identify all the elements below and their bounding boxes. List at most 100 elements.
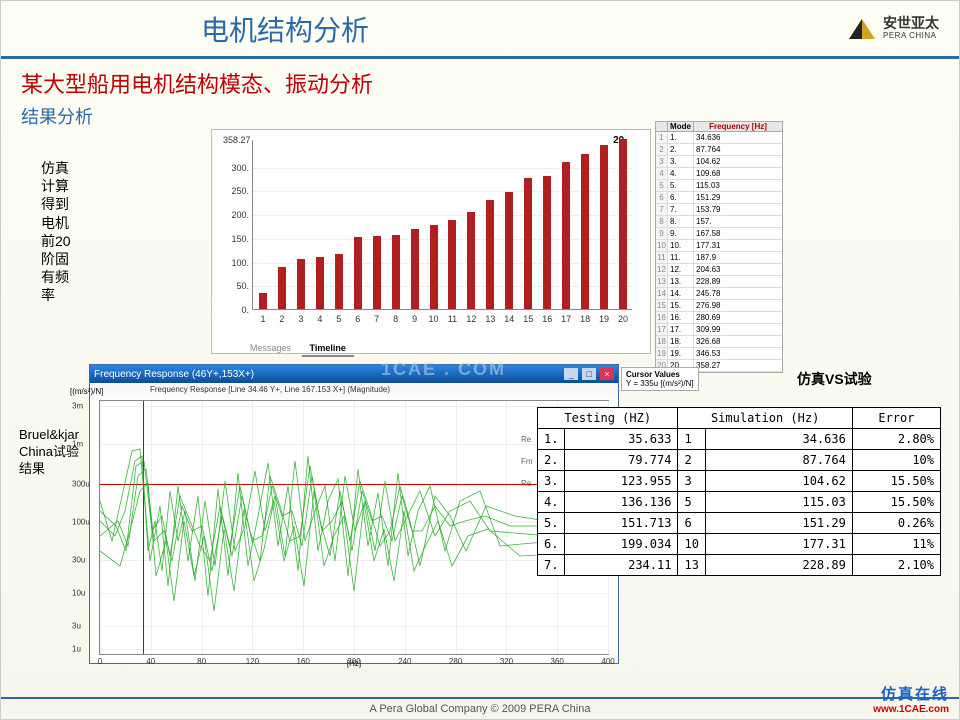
xtick: 16	[542, 314, 552, 324]
vs-label: 仿真VS试验	[797, 369, 872, 389]
ytick: 0.	[223, 305, 249, 315]
freq-xtick: 40	[146, 657, 155, 666]
table-row: 1.35.633134.6362.80%	[538, 429, 941, 450]
comparison-table: Testing (HZ) Simulation (Hz) Error 1.35.…	[537, 407, 941, 576]
xtick: 20	[618, 314, 628, 324]
subtitle: 某大型船用电机结构模态、振动分析	[1, 59, 959, 99]
table-row: 88.157.	[656, 216, 782, 228]
pera-logo-icon	[847, 17, 877, 41]
side-labels: ReFmRe	[521, 429, 533, 495]
bar	[486, 200, 494, 309]
freq-ytick: 10u	[72, 589, 85, 598]
logo: 安世亚太 PERA CHINA	[847, 16, 939, 40]
xtick: 1	[260, 314, 265, 324]
th-simulation: Simulation (Hz)	[678, 408, 852, 429]
minimize-icon[interactable]: _	[564, 368, 578, 380]
ytick: 50.	[223, 281, 249, 291]
bar	[505, 192, 513, 309]
table-row: 1212.204.63	[656, 264, 782, 276]
freq-ytick: 100u	[72, 518, 90, 527]
freq-ytick: 3u	[72, 622, 81, 631]
footer: A Pera Global Company © 2009 PERA China …	[1, 697, 959, 715]
table-row: 1717.309.99	[656, 324, 782, 336]
bar	[316, 257, 324, 309]
bar	[354, 237, 362, 309]
chart-tabs[interactable]: Messages Timeline	[242, 343, 354, 353]
ytick: 200.	[223, 210, 249, 220]
tab-messages[interactable]: Messages	[242, 341, 299, 355]
freq-xtick: 400	[601, 657, 614, 666]
window-controls: _ □ ×	[563, 368, 614, 380]
window-subtitle: Frequency Response [Line 34.46 Y+, Line …	[90, 383, 618, 396]
bar-chart-panel: 20. 0.50.100.150.200.250.300.358.2712345…	[211, 129, 651, 354]
ytick: 250.	[223, 186, 249, 196]
table-row: 11.34.636	[656, 132, 782, 144]
cursor-values: Cursor Values Y = 335u [(m/s²)/N]	[621, 367, 699, 391]
table-row: 1111.187.9	[656, 252, 782, 264]
xtick: 19	[599, 314, 609, 324]
xtick: 8	[393, 314, 398, 324]
bar	[600, 145, 608, 309]
xtick: 18	[580, 314, 590, 324]
table-row: 1010.177.31	[656, 240, 782, 252]
freq-ytick: 300u	[72, 480, 90, 489]
bar	[373, 236, 381, 309]
table-header: Mode Frequency [Hz]	[656, 122, 782, 132]
xtick: 2	[279, 314, 284, 324]
logo-text: 安世亚太 PERA CHINA	[883, 16, 939, 40]
freq-ytick: 1m	[72, 440, 83, 449]
bar	[430, 225, 438, 309]
freq-xtick: 240	[398, 657, 411, 666]
caption-freq-response: Bruel&kjar China试验结果	[19, 427, 79, 478]
freq-xtick: 320	[500, 657, 513, 666]
table-row: 66.151.29	[656, 192, 782, 204]
compare-header-row: Testing (HZ) Simulation (Hz) Error	[538, 408, 941, 429]
window-titlebar[interactable]: Frequency Response (46Y+,153X+) _ □ ×	[90, 365, 618, 383]
footer-text: A Pera Global Company © 2009 PERA China	[370, 703, 591, 715]
xtick: 5	[336, 314, 341, 324]
mode-frequency-table: Mode Frequency [Hz] 11.34.63622.87.76433…	[655, 121, 783, 373]
bar	[448, 220, 456, 309]
section-label: 结果分析	[1, 99, 959, 129]
xtick: 15	[523, 314, 533, 324]
th-error: Error	[852, 408, 940, 429]
tab-timeline[interactable]: Timeline	[302, 341, 354, 357]
th-freq: Frequency [Hz]	[694, 122, 782, 131]
bar	[392, 235, 400, 309]
table-row: 1313.228.89	[656, 276, 782, 288]
table-row: 1818.326.68	[656, 336, 782, 348]
bar	[562, 162, 570, 309]
close-icon[interactable]: ×	[600, 368, 614, 380]
xtick: 13	[485, 314, 495, 324]
freq-xtick: 160	[297, 657, 310, 666]
ytick: 150.	[223, 234, 249, 244]
xtick: 12	[466, 314, 476, 324]
freq-xtick: 280	[449, 657, 462, 666]
xtick: 14	[504, 314, 514, 324]
freq-ylabel: [(m/s²)/N]	[70, 387, 103, 396]
table-row: 6.199.03410177.3111%	[538, 534, 941, 555]
freq-xtick: 0	[98, 657, 102, 666]
th-testing: Testing (HZ)	[538, 408, 678, 429]
table-row: 55.115.03	[656, 180, 782, 192]
bar	[297, 259, 305, 309]
footer-logo: 仿真在线 www.1CAE.com	[873, 683, 949, 715]
table-row: 1616.280.69	[656, 312, 782, 324]
table-row: 99.167.58	[656, 228, 782, 240]
bar	[259, 293, 267, 309]
xtick: 6	[355, 314, 360, 324]
xtick: 4	[317, 314, 322, 324]
xtick: 7	[374, 314, 379, 324]
window-title: Frequency Response (46Y+,153X+)	[94, 369, 254, 380]
table-row: 7.234.1113228.892.10%	[538, 555, 941, 576]
table-row: 3.123.9553104.6215.50%	[538, 471, 941, 492]
table-row: 4.136.1365115.0315.50%	[538, 492, 941, 513]
bar	[619, 139, 627, 309]
slide: 电机结构分析 安世亚太 PERA CHINA 某大型船用电机结构模态、振动分析 …	[0, 0, 960, 720]
ytick: 358.27	[223, 135, 249, 145]
maximize-icon[interactable]: □	[582, 368, 596, 380]
bar-chart: 20. 0.50.100.150.200.250.300.358.2712345…	[212, 130, 650, 335]
table-row: 1414.245.78	[656, 288, 782, 300]
xtick: 17	[561, 314, 571, 324]
bar	[524, 178, 532, 309]
